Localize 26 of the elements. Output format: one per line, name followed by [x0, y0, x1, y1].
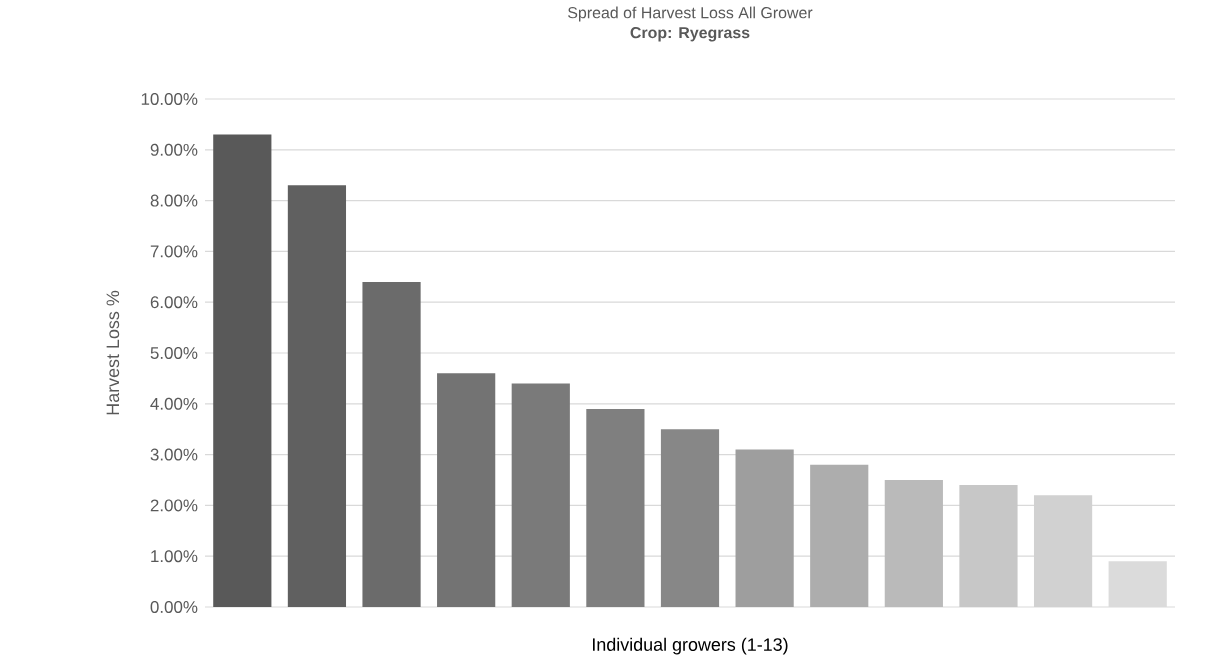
bar: [437, 373, 496, 607]
y-tick-label: 1.00%: [151, 550, 198, 563]
bar: [959, 485, 1018, 607]
bar: [660, 429, 720, 607]
y-axis-title: Harvest Loss %: [106, 290, 120, 415]
y-tick-label: 9.00%: [150, 143, 198, 156]
y-tick-label: 2.00%: [150, 499, 198, 512]
bar: [735, 449, 794, 607]
y-tick-label: 5.00%: [150, 346, 198, 359]
bar: [586, 408, 645, 607]
y-tick-label: 6.00%: [150, 296, 198, 309]
bar: [362, 281, 421, 607]
bar: [213, 134, 272, 607]
y-tick-label: 7.00%: [150, 245, 198, 258]
y-tick-label: 3.00%: [150, 448, 198, 461]
y-tick-label: 0.00%: [150, 600, 198, 613]
y-tick-label: 10.00%: [141, 92, 198, 105]
y-tick-label: 4.00%: [150, 397, 198, 410]
chart-subtitle: Crop: Ryegrass: [630, 26, 750, 42]
x-axis-title: Individual growers (1-13): [592, 637, 788, 655]
bar: [287, 185, 347, 607]
bar: [884, 479, 943, 607]
bar: [810, 464, 869, 607]
bar: [511, 383, 570, 607]
y-tick-label: 8.00%: [150, 194, 198, 207]
chart-title: Spread of Harvest Loss All Grower: [568, 6, 813, 22]
